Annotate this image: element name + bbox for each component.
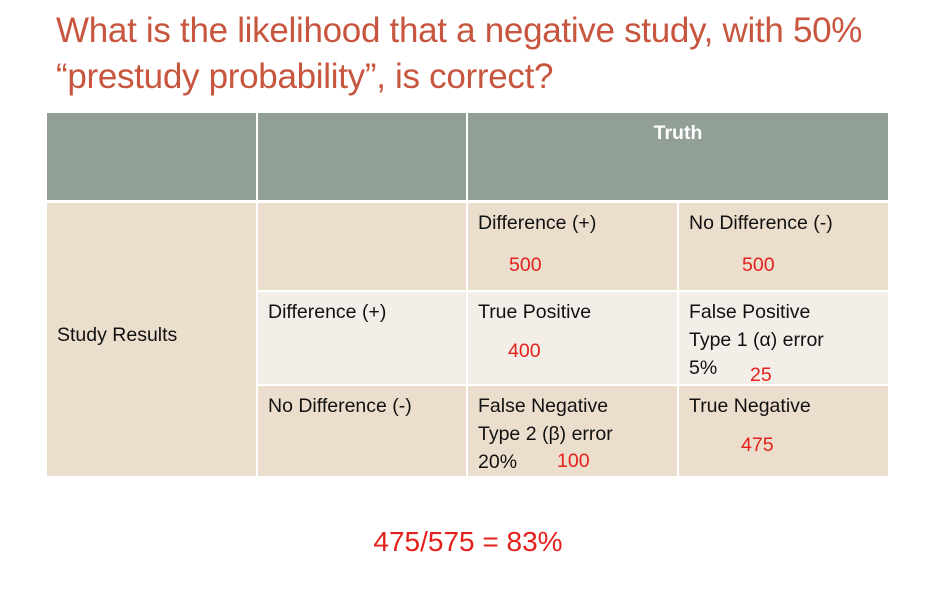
false-positive-cell: False Positive Type 1 (α) error 5%	[679, 292, 888, 384]
truth-header: Truth	[468, 113, 888, 200]
false-positive-count: 25	[750, 364, 772, 386]
type-2-error-rate: 20%	[478, 451, 518, 473]
truth-negative-count: 500	[742, 254, 775, 276]
type-1-error-rate: 5%	[689, 357, 718, 379]
truth-negative-label: No Difference (-)	[689, 212, 833, 234]
true-positive-label: True Positive	[478, 301, 592, 323]
true-negative-count: 475	[741, 434, 774, 456]
false-positive-label: False Positive	[689, 301, 811, 323]
true-negative-label: True Negative	[689, 395, 811, 417]
empty-cell	[258, 203, 466, 290]
truth-positive-cell: Difference (+)	[468, 203, 677, 290]
header-empty-cell-1	[47, 113, 256, 200]
type-2-error-label: Type 2 (β) error	[478, 423, 613, 445]
true-positive-count: 400	[508, 340, 541, 362]
truth-positive-count: 500	[509, 254, 542, 276]
false-negative-count: 100	[557, 450, 590, 472]
slide-title: What is the likelihood that a negative s…	[56, 11, 863, 96]
false-negative-label: False Negative	[478, 395, 609, 417]
type-1-error-label: Type 1 (α) error	[689, 329, 824, 351]
study-results-label: Study Results	[47, 203, 256, 476]
truth-negative-cell: No Difference (-)	[679, 203, 888, 290]
truth-positive-label: Difference (+)	[478, 212, 597, 234]
false-negative-cell: False Negative Type 2 (β) error 20%	[468, 386, 677, 476]
true-positive-cell: True Positive	[468, 292, 677, 384]
true-negative-cell: True Negative	[679, 386, 888, 476]
npv-formula: 475/575 = 83%	[373, 526, 563, 557]
result-negative-label: No Difference (-)	[258, 386, 466, 476]
header-empty-cell-2	[258, 113, 466, 200]
result-positive-label: Difference (+)	[258, 292, 466, 384]
